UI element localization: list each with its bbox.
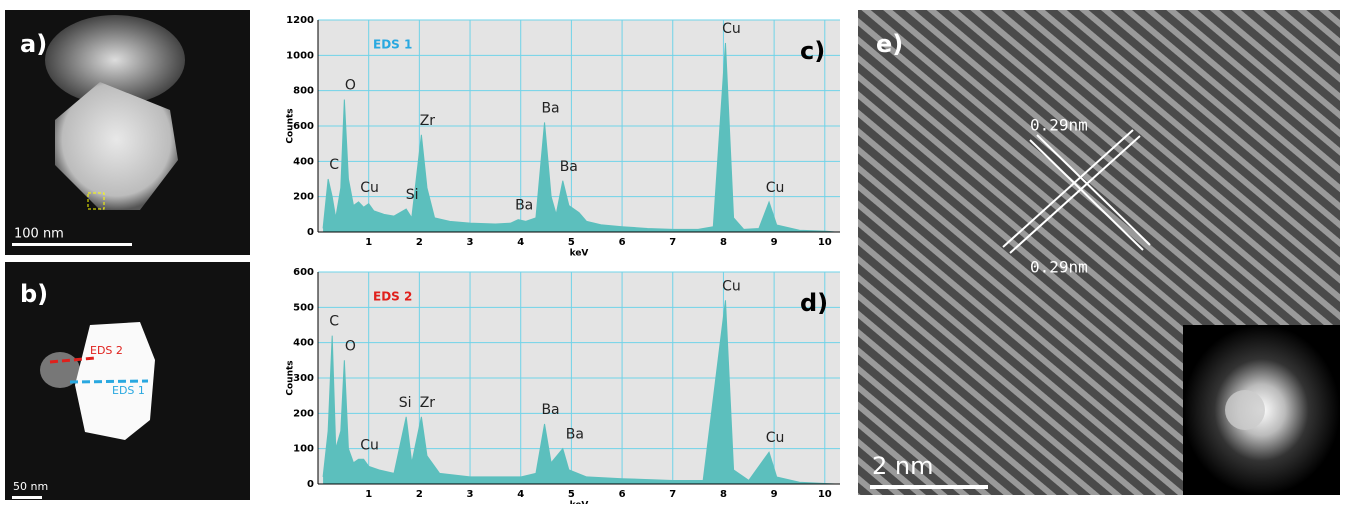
y-tick-label: 1000 [286, 50, 314, 61]
peak-label: Cu [766, 180, 785, 196]
x-tick-label: 3 [467, 237, 474, 248]
x-tick-label: 3 [467, 489, 474, 500]
x-tick-label: 4 [517, 489, 524, 500]
y-tick-label: 200 [293, 192, 314, 203]
y-tick-label: 500 [293, 302, 314, 313]
peak-label: Cu [360, 180, 379, 196]
y-tick-label: 1200 [286, 15, 314, 26]
panel-b: EDS 2 EDS 1 b) 50 nm [5, 262, 250, 500]
scale-bar-label: 2 nm [872, 452, 934, 480]
x-tick-label: 7 [669, 237, 676, 248]
peak-label: Zr [420, 113, 436, 129]
spectrum-line [322, 42, 835, 233]
peak-label: O [345, 338, 356, 354]
scale-bar-label: 50 nm [13, 480, 48, 493]
peak-label: Si [406, 187, 419, 203]
y-tick-label: 600 [293, 121, 314, 132]
x-axis-label: keV [570, 501, 589, 505]
x-tick-label: 1 [365, 489, 372, 500]
panel-a: a) 100 nm [5, 10, 250, 255]
peak-label: Cu [360, 437, 379, 453]
panel-label: a) [20, 30, 47, 58]
panel-e: 0.29nm 0.29nm e) 2 nm [858, 10, 1340, 495]
peak-label: Zr [420, 395, 436, 411]
x-tick-label: 8 [720, 237, 727, 248]
peak-label: O [345, 78, 356, 94]
scale-bar-label: 100 nm [14, 227, 64, 242]
chart-title: EDS 1 [373, 38, 412, 52]
peak-label: C [329, 314, 339, 330]
panel-label: d) [800, 289, 828, 317]
spacing-label: 0.29nm [1030, 116, 1088, 135]
y-tick-label: 200 [293, 408, 314, 419]
spacing-label: 0.29nm [1030, 258, 1088, 277]
chart-title: EDS 2 [373, 290, 412, 304]
panel-label: e) [876, 30, 903, 58]
peak-label: Si [399, 395, 412, 411]
x-tick-label: 9 [771, 237, 778, 248]
peak-label: Cu [766, 430, 785, 446]
panel-label: c) [800, 37, 825, 65]
spectrum-line [322, 300, 835, 485]
x-tick-label: 5 [568, 489, 575, 500]
y-axis-label: Counts [286, 360, 296, 395]
x-tick-label: 5 [568, 237, 575, 248]
x-tick-label: 8 [720, 489, 727, 500]
y-axis-label: Counts [286, 108, 296, 143]
peak-label: Cu [722, 21, 741, 37]
y-tick-label: 600 [293, 267, 314, 278]
peak-label: Cu [722, 278, 741, 294]
panel-label: b) [20, 280, 48, 308]
eds-label: EDS 2 [90, 344, 123, 357]
x-tick-label: 1 [365, 237, 372, 248]
y-tick-label: 100 [293, 444, 314, 455]
y-tick-label: 400 [293, 338, 314, 349]
y-tick-label: 0 [307, 479, 314, 490]
eds-label: EDS 1 [112, 384, 145, 397]
y-tick-label: 800 [293, 86, 314, 97]
x-tick-label: 7 [669, 489, 676, 500]
x-tick-label: 6 [619, 237, 626, 248]
x-axis-label: keV [570, 249, 589, 259]
peak-label: Ba [566, 427, 584, 443]
y-tick-label: 300 [293, 373, 314, 384]
peak-label: Ba [541, 100, 559, 116]
peak-label: C [329, 157, 339, 173]
peak-label: Ba [560, 159, 578, 175]
x-tick-label: 2 [416, 489, 423, 500]
y-tick-label: 400 [293, 156, 314, 167]
peak-label: Ba [541, 402, 559, 418]
x-tick-label: 6 [619, 489, 626, 500]
area-fill [323, 42, 835, 232]
x-tick-label: 4 [517, 237, 524, 248]
y-tick-label: 0 [307, 227, 314, 238]
x-tick-label: 9 [771, 489, 778, 500]
x-tick-label: 2 [416, 237, 423, 248]
peak-label: Ba [515, 198, 533, 214]
x-tick-label: 10 [818, 237, 832, 248]
x-tick-label: 10 [818, 489, 832, 500]
